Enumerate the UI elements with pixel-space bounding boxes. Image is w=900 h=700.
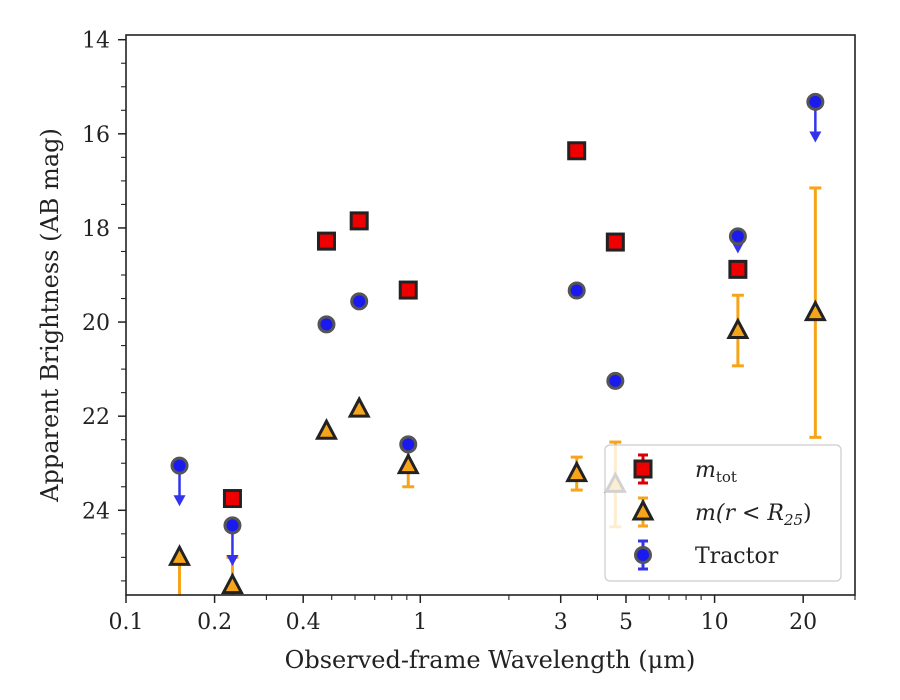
data-point [606,371,625,390]
x-axis-label: Observed-frame Wavelength (μm) [285,646,696,674]
y-tick-label: 14 [82,29,110,54]
legend: mtot m(r < R25) Tractor [604,444,842,582]
y-tick-label: 22 [82,405,110,430]
data-point [350,292,369,311]
x-tick-label: 10 [701,610,729,635]
x-tick-label: 5 [619,610,633,635]
y-axis-ticks: 14 16 18 20 22 24 [82,29,126,582]
data-point [726,317,750,340]
data-point [728,259,748,279]
legend-marker [633,459,653,479]
upper-limit-arrowhead [173,495,186,507]
x-axis-ticks: 0.1 0.2 0.4 1 3 5 10 20 [109,595,856,635]
legend-entry-2: m(r < R25) [631,496,812,529]
legend-marker [634,546,652,564]
x-tick-label: 0.1 [109,610,144,635]
data-point [605,232,625,252]
data-point [728,227,747,246]
upper-limit-arrowhead [809,131,822,143]
series-3 [170,92,825,566]
x-tick-label: 3 [554,610,568,635]
data-point [316,231,336,251]
data-point [349,211,369,231]
legend-marker [631,498,655,521]
data-point [398,280,418,300]
data-point [220,572,244,595]
legend-entry-1: mtot [633,453,737,486]
upper-limit-arrowhead [731,242,744,254]
data-point [317,315,336,334]
data-point [806,92,825,111]
y-tick-label: 20 [82,311,110,336]
legend-label: mtot [695,458,737,486]
y-tick-label: 24 [82,499,110,524]
legend-label: Tractor [695,544,779,569]
data-point [170,456,189,475]
series-1 [222,141,748,509]
upper-limit-arrowhead [226,555,239,566]
x-tick-label: 0.2 [197,610,232,635]
legend-box [604,444,842,582]
x-tick-label: 1 [413,610,427,635]
legend-entry-3: Tractor [634,539,779,571]
data-point [399,435,418,454]
data-point [314,418,338,440]
data-point [222,489,242,509]
y-axis-label: Apparent Brightness (AB mag) [36,128,64,503]
plot-frame [125,34,856,596]
y-tick-label: 16 [82,123,110,148]
data-point [347,395,371,418]
data-point [803,299,827,322]
data-point [396,452,420,475]
data-point [223,516,242,535]
x-tick-label: 20 [789,610,817,635]
y-tick-label: 18 [82,217,110,242]
data-point [567,141,587,161]
data-point [168,544,192,566]
data-point [567,281,586,300]
legend-label: m(r < R25) [695,501,812,529]
data-point [565,460,589,483]
x-tick-label: 0.4 [286,610,321,635]
